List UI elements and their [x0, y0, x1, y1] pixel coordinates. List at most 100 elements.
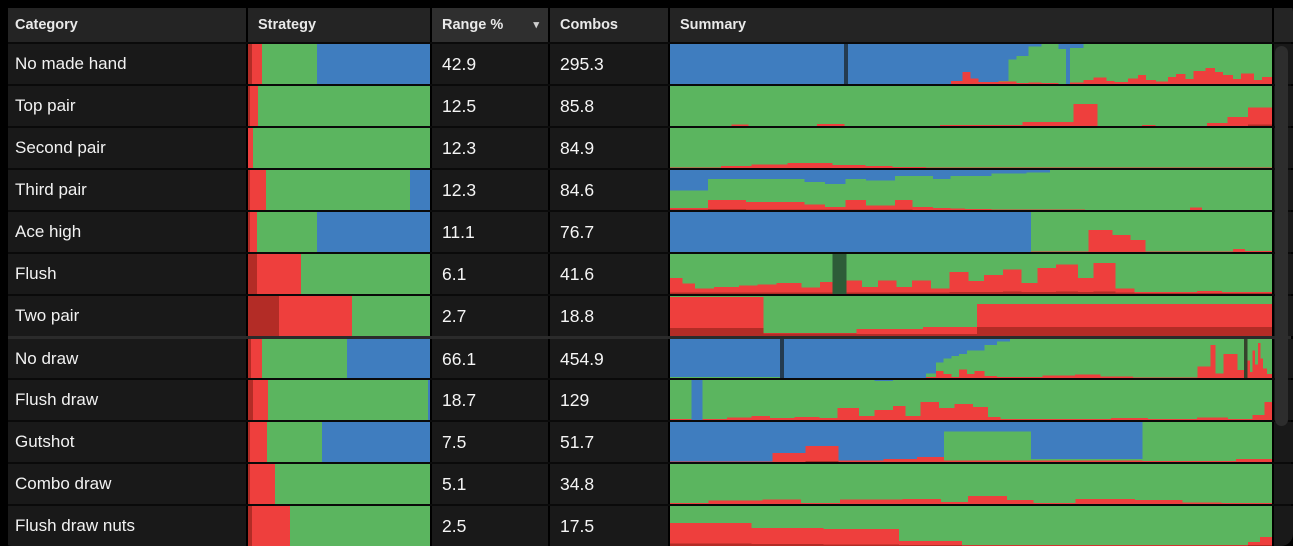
header-category[interactable]: Category	[8, 8, 246, 42]
strategy-segment-g	[261, 44, 318, 84]
strategy-segment-b	[317, 44, 430, 84]
category-cell: Second pair	[8, 128, 246, 168]
strategy-segment-dr	[248, 339, 251, 378]
strategy-bar	[248, 296, 430, 336]
header-combos[interactable]: Combos	[550, 8, 668, 42]
strategy-bar	[248, 128, 430, 168]
summary-chart	[670, 44, 1272, 84]
combos-cell: 84.6	[550, 170, 668, 210]
strategy-cell	[248, 339, 430, 378]
table-row[interactable]: No made hand 42.9 295.3	[8, 42, 1293, 84]
category-cell: No made hand	[8, 44, 246, 84]
strategy-segment-r	[249, 212, 258, 252]
strategy-segment-dr	[248, 254, 258, 294]
strategy-bar	[248, 212, 430, 252]
range-percent-cell: 12.5	[432, 86, 548, 126]
strategy-segment-g	[268, 380, 429, 420]
strategy-cell	[248, 86, 430, 126]
combos-cell: 51.7	[550, 422, 668, 462]
table-row[interactable]: Flush draw nuts 2.5 17.5	[8, 504, 1293, 546]
summary-chart	[670, 170, 1272, 210]
category-cell: Two pair	[8, 296, 246, 336]
combos-cell: 17.5	[550, 506, 668, 546]
strategy-segment-r	[249, 464, 276, 504]
strategy-segment-r	[251, 506, 290, 546]
table-row[interactable]: Gutshot 7.5 51.7	[8, 420, 1293, 462]
range-percent-cell: 7.5	[432, 422, 548, 462]
table-row[interactable]: Flush 6.1 41.6	[8, 252, 1293, 294]
combos-cell: 18.8	[550, 296, 668, 336]
category-cell: Top pair	[8, 86, 246, 126]
vertical-scrollbar-thumb[interactable]	[1275, 46, 1288, 426]
strategy-bar	[248, 254, 430, 294]
summary-chart	[670, 339, 1272, 378]
strategy-segment-dr	[248, 86, 251, 126]
combos-cell: 454.9	[550, 339, 668, 378]
strategy-segment-g	[267, 422, 322, 462]
strategy-segment-g	[253, 128, 430, 168]
strategy-cell	[248, 464, 430, 504]
range-percent-cell: 12.3	[432, 170, 548, 210]
strategy-segment-b	[321, 422, 430, 462]
strategy-bar	[248, 464, 430, 504]
strategy-segment-dr	[248, 170, 250, 210]
strategy-segment-dr	[248, 422, 250, 462]
range-percent-cell: 66.1	[432, 339, 548, 378]
header-strategy[interactable]: Strategy	[248, 8, 430, 42]
strategy-segment-b	[317, 212, 430, 252]
summary-chart	[670, 422, 1272, 462]
table-row[interactable]: Flush draw 18.7 129	[8, 378, 1293, 420]
table-row[interactable]: Second pair 12.3 84.9	[8, 126, 1293, 168]
summary-chart	[670, 380, 1272, 420]
range-percent-cell: 6.1	[432, 254, 548, 294]
table-row[interactable]: Top pair 12.5 85.8	[8, 84, 1293, 126]
strategy-segment-dr	[248, 380, 253, 420]
strategy-bar	[248, 380, 430, 420]
combos-cell: 34.8	[550, 464, 668, 504]
table-row[interactable]: Ace high 11.1 76.7	[8, 210, 1293, 252]
strategy-cell	[248, 44, 430, 84]
header-summary[interactable]: Summary	[670, 8, 1272, 42]
category-cell: Flush draw	[8, 380, 246, 420]
strategy-segment-g	[261, 339, 348, 378]
strategy-cell	[248, 254, 430, 294]
strategy-segment-g	[289, 506, 430, 546]
combos-cell: 84.9	[550, 128, 668, 168]
strategy-cell	[248, 212, 430, 252]
range-percent-cell: 42.9	[432, 44, 548, 84]
category-cell: Ace high	[8, 212, 246, 252]
table-body: No made hand 42.9 295.3 Top pair 12.5 85…	[8, 42, 1293, 546]
strategy-bar	[248, 339, 430, 378]
table-row[interactable]: No draw 66.1 454.9	[8, 336, 1293, 378]
header-range-sorted[interactable]: Range % ▾	[432, 8, 548, 42]
strategy-segment-r	[257, 254, 301, 294]
row-filler	[1274, 422, 1293, 462]
strategy-bar	[248, 86, 430, 126]
combos-cell: 76.7	[550, 212, 668, 252]
strategy-cell	[248, 506, 430, 546]
table: Category Strategy Range % ▾ Combos Summa…	[8, 8, 1293, 546]
table-row[interactable]: Combo draw 5.1 34.8	[8, 462, 1293, 504]
strategy-segment-g	[266, 170, 410, 210]
range-percent-cell: 5.1	[432, 464, 548, 504]
strategy-cell	[248, 380, 430, 420]
combos-cell: 295.3	[550, 44, 668, 84]
range-percent-cell: 2.5	[432, 506, 548, 546]
sort-descending-icon[interactable]: ▾	[533, 19, 539, 31]
strategy-segment-dr	[248, 296, 279, 336]
strategy-segment-g	[275, 464, 430, 504]
strategy-segment-b	[428, 380, 430, 420]
table-row[interactable]: Two pair 2.7 18.8	[8, 294, 1293, 336]
strategy-cell	[248, 170, 430, 210]
range-percent-cell: 2.7	[432, 296, 548, 336]
strategy-bar	[248, 422, 430, 462]
strategy-segment-r	[248, 128, 254, 168]
strategy-segment-g	[257, 212, 318, 252]
summary-chart	[670, 254, 1272, 294]
strategy-bar	[248, 44, 430, 84]
summary-chart	[670, 86, 1272, 126]
category-cell: Gutshot	[8, 422, 246, 462]
table-row[interactable]: Third pair 12.3 84.6	[8, 168, 1293, 210]
category-cell: No draw	[8, 339, 246, 378]
